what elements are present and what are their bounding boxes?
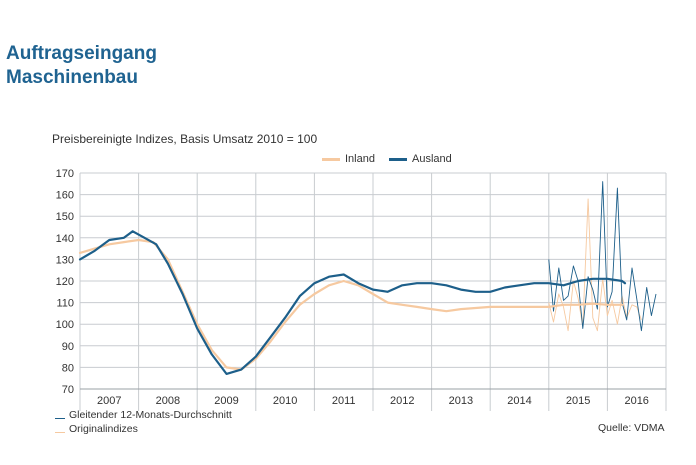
legend-original: Originalindizes xyxy=(55,422,232,436)
y-tick-label: 100 xyxy=(56,319,74,331)
x-tick-label: 2011 xyxy=(332,395,356,407)
page-title: Auftragseingang Maschinenbau xyxy=(6,42,157,90)
legend-smoothed-label: Gleitender 12-Monats-Durchschnitt xyxy=(69,409,232,421)
x-tick-label: 2009 xyxy=(214,395,238,407)
legend-label-inland: Inland xyxy=(345,153,375,165)
y-tick-label: 170 xyxy=(56,168,74,180)
y-tick-label: 120 xyxy=(56,276,74,288)
x-tick-label: 2008 xyxy=(156,395,180,407)
x-tick-label: 2007 xyxy=(97,395,121,407)
title-line-1: Auftragseingang xyxy=(6,43,157,64)
x-tick-label: 2010 xyxy=(273,395,297,407)
original-series-line-ausland xyxy=(548,181,657,332)
y-tick-label: 150 xyxy=(56,211,74,223)
legend-smoothed-swatch xyxy=(55,412,65,419)
x-tick-label: 2015 xyxy=(566,395,590,407)
y-tick-label: 90 xyxy=(62,341,74,353)
legend-item-ausland: Ausland xyxy=(388,153,452,165)
legend-item-inland: Inland xyxy=(322,153,375,165)
legend-swatch-ausland xyxy=(388,157,407,161)
y-tick-label: 160 xyxy=(56,190,74,202)
y-tick-label: 140 xyxy=(56,233,74,245)
source-note: Quelle: VDMA xyxy=(598,422,665,434)
y-tick-label: 130 xyxy=(56,254,74,266)
x-tick-label: 2016 xyxy=(624,395,648,407)
x-tick-label: 2013 xyxy=(449,395,473,407)
x-tick-label: 2014 xyxy=(507,395,531,407)
legend-swatch-inland xyxy=(322,157,340,161)
y-tick-label: 80 xyxy=(62,362,74,374)
y-tick-label: 70 xyxy=(62,384,74,396)
y-tick-label: 110 xyxy=(56,298,74,310)
smoothed-series-line-ausland xyxy=(78,230,627,375)
legend-smoothed: Gleitender 12-Monats-Durchschnitt xyxy=(55,408,232,422)
original-series-line-inland xyxy=(548,198,642,332)
legend-original-label: Originalindizes xyxy=(69,423,138,435)
x-tick-label: 2012 xyxy=(390,395,414,407)
chart-subtitle: Preisbereinigte Indizes, Basis Umsatz 20… xyxy=(52,132,318,146)
series-type-legend: Gleitender 12-Monats-Durchschnitt Origin… xyxy=(55,408,232,436)
chart-legend: Inland Ausland xyxy=(322,153,452,165)
title-line-2: Maschinenbau xyxy=(6,67,138,88)
legend-label-ausland: Ausland xyxy=(411,153,452,165)
legend-original-swatch xyxy=(55,426,65,433)
smoothed-series-line-inland xyxy=(78,238,624,371)
